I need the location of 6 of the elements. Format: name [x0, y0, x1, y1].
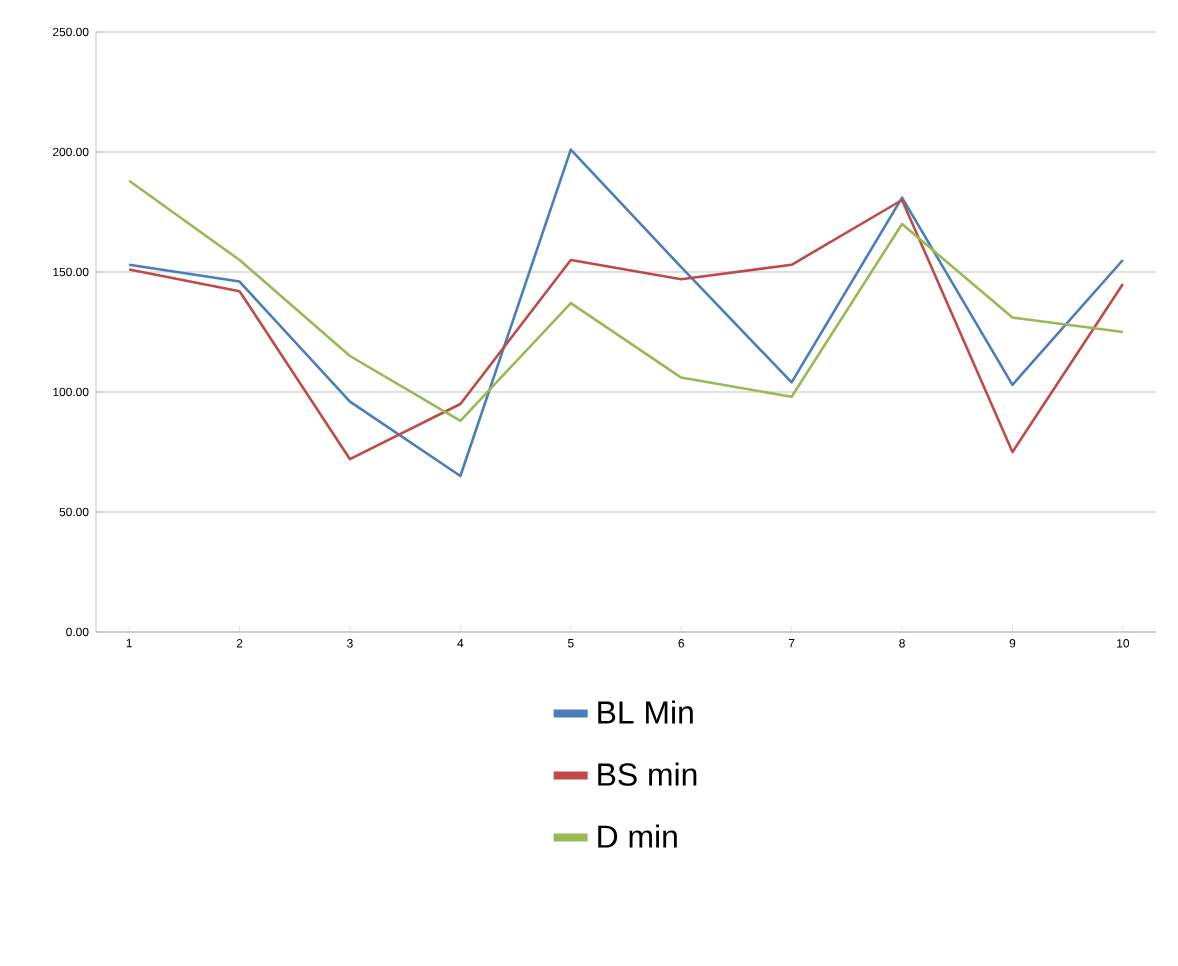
legend-label: D min	[598, 824, 677, 848]
line-series	[127, 148, 1125, 478]
legend-label: BS min	[598, 762, 697, 786]
line-series	[127, 198, 1125, 461]
legend-label: BL Min	[598, 700, 693, 724]
line-series	[127, 179, 1125, 423]
